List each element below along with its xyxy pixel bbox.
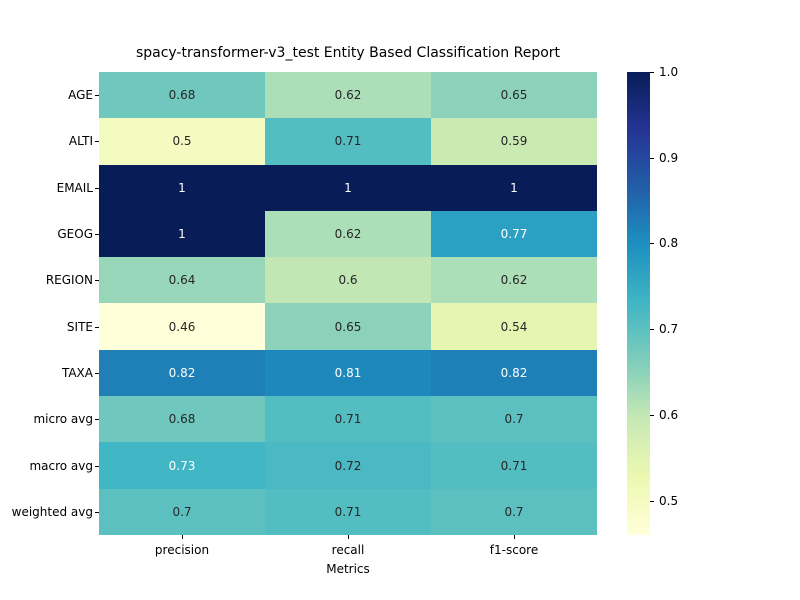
row-label: ALTI	[68, 134, 93, 149]
y-tick-mark	[95, 326, 99, 328]
heatmap-cell: 0.65	[431, 72, 597, 119]
heatmap-cell: 0.59	[431, 118, 597, 165]
heatmap-cell: 0.64	[99, 257, 265, 304]
y-tick-mark	[95, 234, 99, 236]
heatmap-cell: 0.77	[431, 210, 597, 258]
y-tick-mark	[95, 141, 99, 143]
colorbar	[627, 72, 650, 535]
heatmap-cell: 0.5	[99, 118, 265, 165]
heatmap-cell: 1	[99, 164, 265, 211]
y-tick-mark	[95, 372, 99, 374]
heatmap-cell: 0.71	[431, 442, 597, 489]
heatmap-cell: 0.62	[431, 257, 597, 304]
heatmap-cell: 0.6	[265, 257, 431, 304]
colorbar-tick-mark	[650, 243, 654, 245]
heatmap-cell: 0.81	[265, 349, 431, 397]
heatmap-cell: 0.46	[99, 303, 265, 350]
heatmap-cell: 0.73	[99, 442, 265, 489]
colorbar-tick-mark	[650, 414, 654, 416]
row-label: SITE	[66, 319, 93, 334]
row-label: EMAIL	[56, 180, 93, 195]
heatmap-cell: 0.71	[265, 396, 431, 443]
colorbar-tick-label: 0.5	[659, 493, 679, 508]
heatmap-cell: 0.82	[431, 349, 597, 397]
colorbar-tick-label: 1.0	[659, 65, 679, 79]
row-label: weighted avg	[11, 504, 93, 519]
row-label: TAXA	[61, 365, 93, 380]
y-tick-mark	[95, 187, 99, 189]
x-tick-mark	[182, 535, 183, 539]
chart-title: spacy-transformer-v3_test Entity Based C…	[135, 45, 561, 61]
colorbar-tick-label: 0.8	[659, 236, 679, 251]
colorbar-tick-mark	[650, 329, 654, 331]
x-tick-mark	[514, 535, 515, 539]
heatmap-cell: 0.71	[265, 118, 431, 165]
colorbar-tick-mark	[650, 72, 654, 73]
row-label: AGE	[68, 88, 93, 103]
col-label: recall	[331, 543, 365, 557]
heatmap-cell: 0.7	[431, 488, 597, 535]
row-label: REGION	[45, 273, 93, 288]
heatmap-cell: 0.71	[265, 488, 431, 535]
heatmap-cell: 0.62	[265, 72, 431, 119]
heatmap-cell: 1	[99, 210, 265, 258]
colorbar-tick-label: 0.6	[659, 407, 679, 422]
heatmap-cell: 0.68	[99, 72, 265, 119]
colorbar-tick-label: 0.7	[659, 322, 679, 337]
heatmap-cell: 0.7	[99, 488, 265, 535]
colorbar-tick-label: 0.9	[659, 150, 679, 165]
col-label: f1-score	[489, 543, 539, 557]
heatmap-cell: 1	[431, 164, 597, 211]
y-tick-mark	[95, 95, 99, 97]
y-tick-mark	[95, 511, 99, 513]
colorbar-tick-mark	[650, 500, 654, 502]
heatmap-cell: 0.65	[265, 303, 431, 350]
heatmap-grid: 0.68 0.62 0.65 0.5 0.71 0.59 1 1 1 1 0.62 0.77 0.64 0…	[99, 72, 597, 535]
row-label: macro avg	[29, 458, 93, 473]
heatmap-cell: 0.54	[431, 303, 597, 350]
y-tick-mark	[95, 465, 99, 467]
y-tick-mark	[95, 280, 99, 282]
col-label: precision	[154, 543, 210, 557]
row-label: GEOG	[57, 227, 93, 242]
row-label: micro avg	[33, 412, 93, 427]
heatmap-cell: 0.62	[265, 210, 431, 258]
heatmap-cell: 0.82	[99, 349, 265, 397]
y-tick-mark	[95, 419, 99, 421]
colorbar-tick-mark	[650, 157, 654, 159]
heatmap-cell: 0.68	[99, 396, 265, 443]
heatmap-cell: 1	[265, 164, 431, 211]
heatmap-cell: 0.7	[431, 396, 597, 443]
heatmap-cell: 0.72	[265, 442, 431, 489]
x-axis-label: Metrics	[326, 562, 370, 576]
x-tick-mark	[348, 535, 349, 539]
